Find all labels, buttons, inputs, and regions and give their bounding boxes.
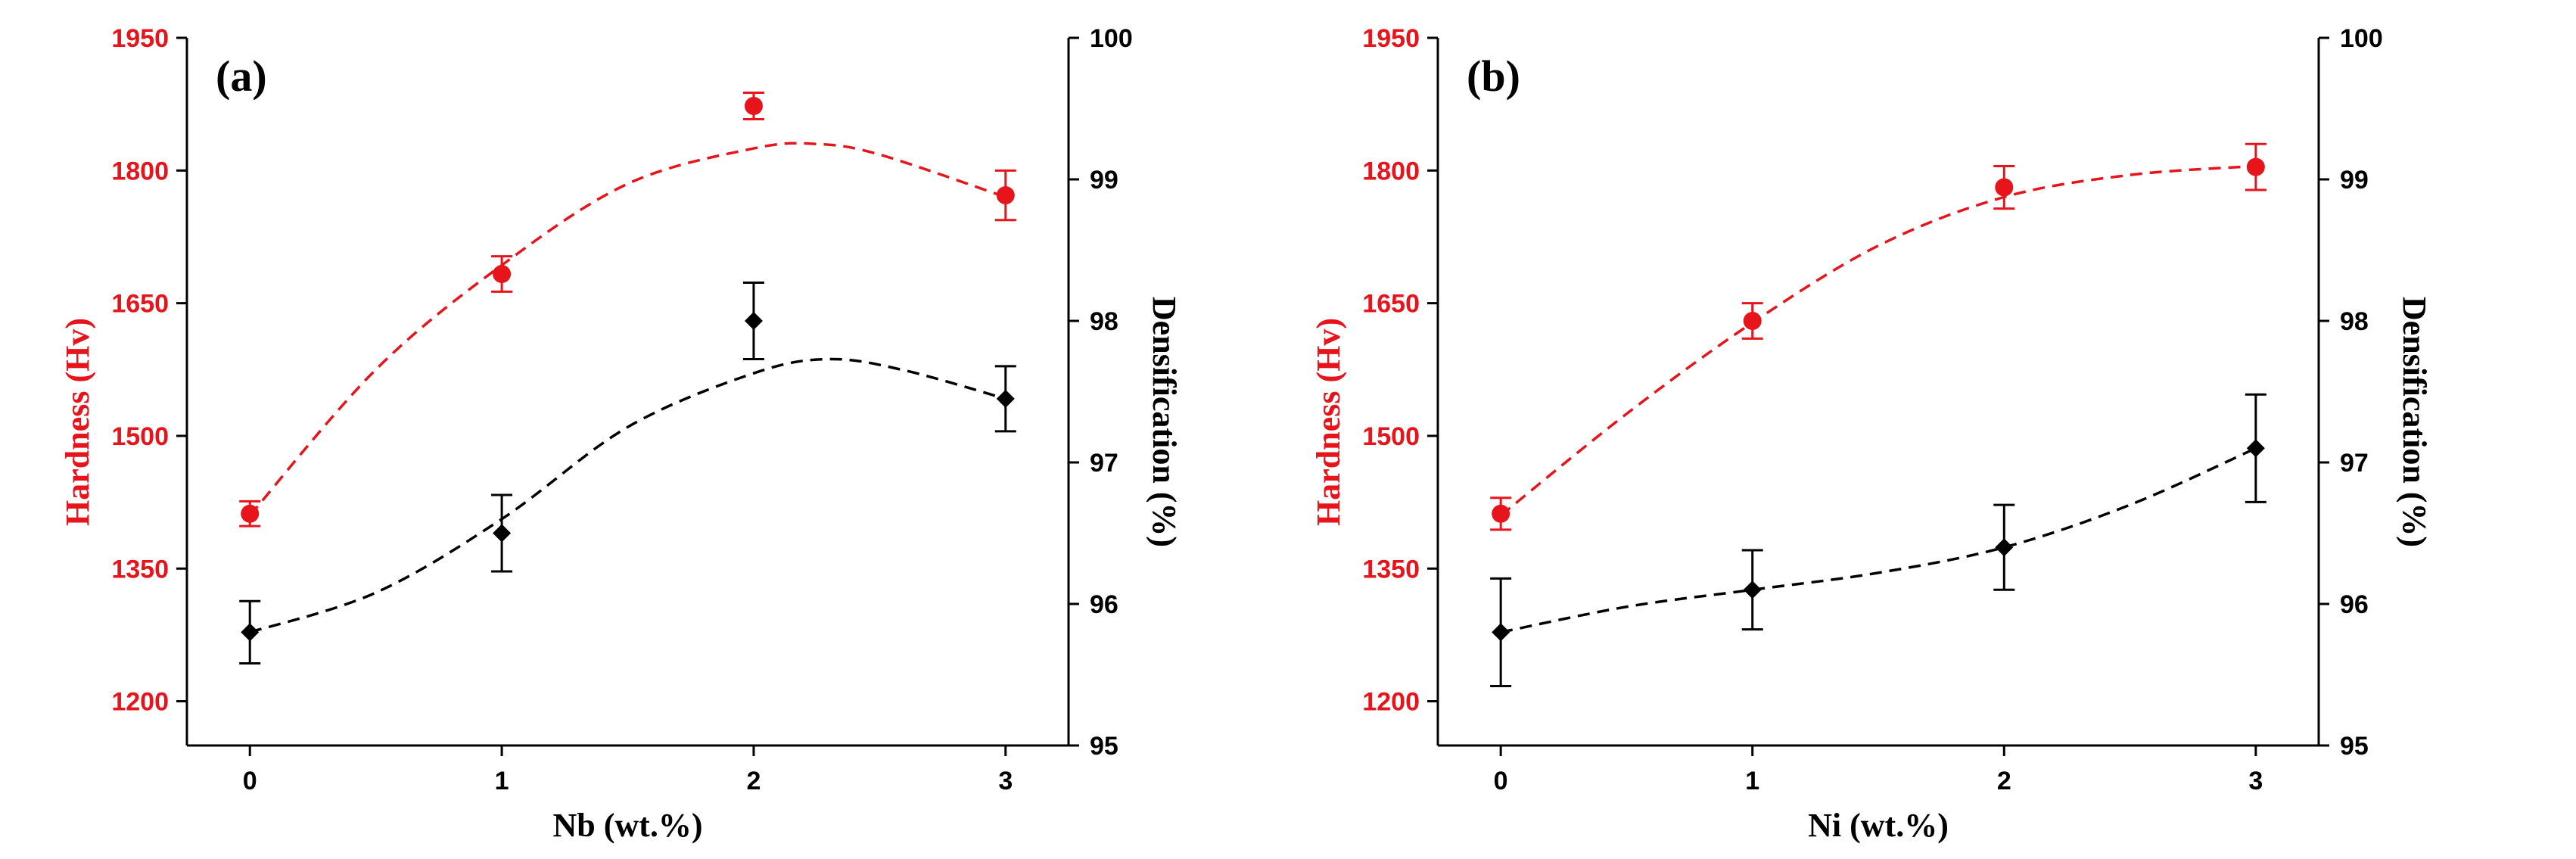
left-y-tick-label: 1650 [111,290,169,319]
left-y-tick-label: 1350 [111,555,169,584]
x-tick-label: 0 [1494,767,1508,795]
right-y-tick-label: 100 [1090,24,1133,53]
data-point-densification [744,312,763,330]
data-point-hardness [1995,178,2014,197]
x-axis-title: Ni (wt.%) [1808,807,1949,844]
left-y-tick-label: 1800 [111,157,169,185]
data-point-hardness [1743,312,1762,330]
left-y-tick-label: 1350 [1362,555,1420,584]
data-point-densification [1743,580,1762,599]
left-y-axis-title: Hardness (Hv) [1310,318,1347,526]
left-y-axis-title: Hardness (Hv) [59,318,96,526]
x-axis-title: Nb (wt.%) [553,807,703,844]
left-y-tick-label: 1500 [1362,422,1420,451]
panel-label: (a) [216,51,267,101]
x-tick-label: 3 [2248,767,2263,795]
right-y-tick-label: 97 [1090,449,1118,478]
data-point-hardness [241,504,260,523]
x-tick-label: 3 [998,767,1013,795]
series-hardness-fit-line [1500,164,2256,517]
data-point-hardness [996,186,1015,205]
data-point-hardness [2246,157,2265,176]
right-y-tick-label: 99 [1090,166,1118,195]
data-point-densification [493,524,512,543]
left-y-tick-label: 1200 [111,688,169,717]
right-y-tick-label: 96 [1090,590,1118,619]
left-y-tick-label: 1950 [1362,24,1420,53]
right-y-tick-label: 100 [2340,24,2383,53]
x-tick-label: 1 [1745,767,1759,795]
right-y-axis-title: Densification (%) [2396,297,2433,547]
right-y-axis-title: Densification (%) [1146,297,1183,547]
left-y-tick-label: 1800 [1362,157,1420,185]
data-point-densification [996,389,1015,408]
right-y-tick-label: 96 [2340,590,2369,619]
x-tick-label: 2 [1997,767,2011,795]
panel-label: (b) [1467,51,1520,101]
right-y-tick-label: 95 [2340,732,2369,761]
chart-panel-b: 1200 1350 1500 1650 1800 1950 95 96 97 98 99 100 0 1 2… [1310,24,2433,844]
x-tick-label: 0 [243,767,257,795]
right-y-tick-label: 98 [2340,307,2369,336]
data-point-hardness [744,96,763,115]
data-point-densification [1995,538,2014,557]
data-point-densification [1492,623,1510,642]
right-y-tick-label: 95 [1090,732,1118,761]
data-point-densification [2246,439,2265,458]
series-hardness-fit-line [248,142,1006,517]
series-densification-fit-line [249,357,1006,634]
left-y-tick-label: 1650 [1362,290,1420,319]
right-y-tick-label: 98 [1090,307,1118,336]
data-point-hardness [1492,504,1510,523]
chart-panel-a: 1200 1350 1500 1650 1800 1950 95 96 97 98 99 100 0 1 2… [59,24,1183,844]
left-y-tick-label: 1950 [111,24,169,53]
right-y-tick-label: 97 [2340,449,2369,478]
series-densification-fit-line [1500,447,2257,634]
right-y-tick-label: 99 [2340,166,2369,195]
left-y-tick-label: 1500 [111,422,169,451]
data-point-densification [241,623,260,642]
left-y-tick-label: 1200 [1362,688,1420,717]
data-point-hardness [493,265,512,284]
x-tick-label: 1 [495,767,509,795]
x-tick-label: 2 [746,767,761,795]
